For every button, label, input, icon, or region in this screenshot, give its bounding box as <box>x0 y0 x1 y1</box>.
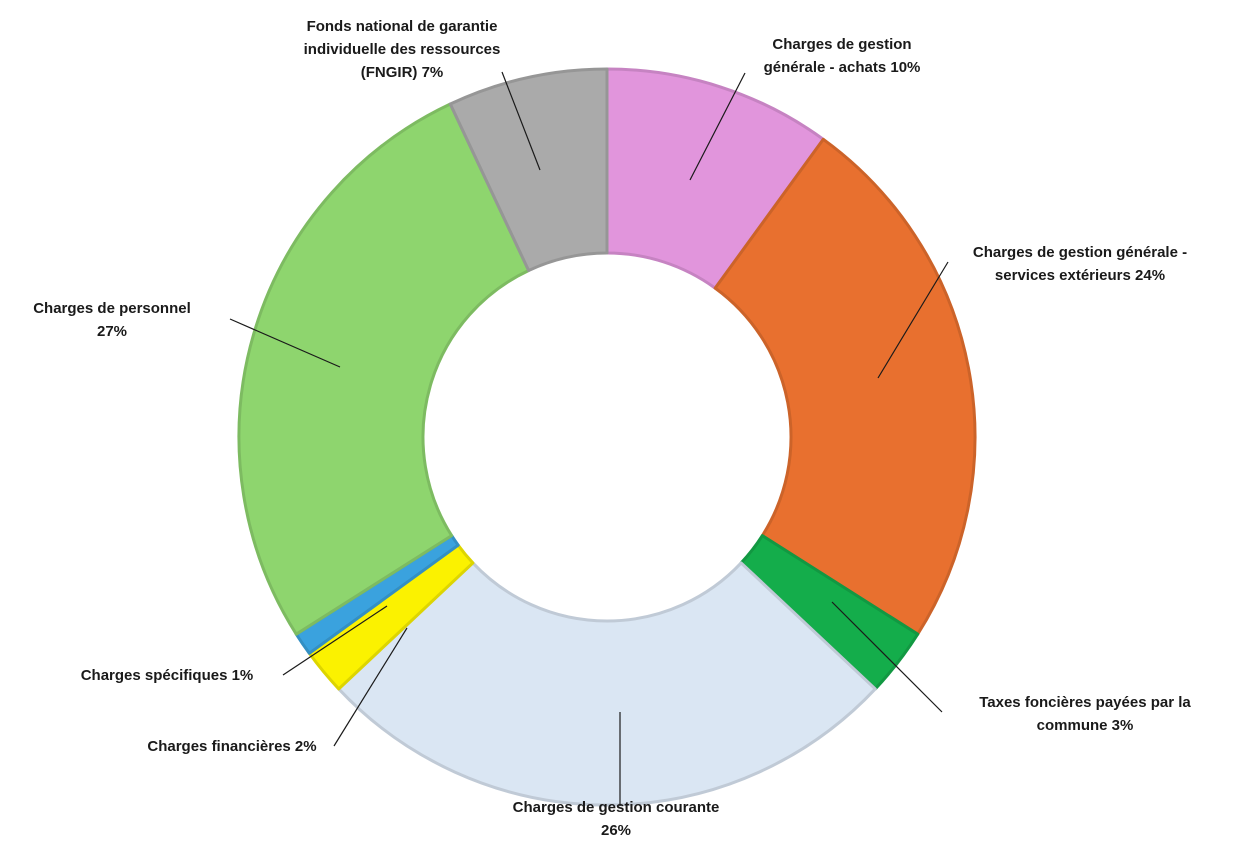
leader-line-charges-specifiques <box>282 605 388 676</box>
label-charges-de-gestion-generale-achats: Charges de gestion générale - achats 10% <box>764 36 921 76</box>
leader-line-charges-de-personnel <box>229 318 341 368</box>
donut-slices <box>237 67 977 807</box>
label-charges-specifiques: Charges spécifiques 1% <box>81 667 254 684</box>
slice-fonds-national-de-garantie-individuelle-des-ressources-fngir <box>448 67 609 273</box>
label-fonds-national-de-garantie-individuelle-des-ressources-fngir: Fonds national de garantie individuelle d… <box>304 18 501 81</box>
label-charges-financieres: Charges financières 2% <box>147 738 316 755</box>
leader-line-fonds-national-de-garantie-individuelle-des-ressources-fngir <box>501 71 541 171</box>
leader-lines <box>229 71 949 806</box>
slice-charges-de-gestion-generale-services-exterieurs <box>713 137 977 636</box>
label-charges-de-gestion-generale-services-exterieurs: Charges de gestion générale -services ex… <box>973 244 1187 284</box>
label-charges-de-personnel: Charges de personnel 27% <box>33 300 191 340</box>
label-taxes-foncieres-payees-par-la-commune: Taxes foncières payées par la commune 3% <box>979 694 1191 734</box>
leader-line-charges-financieres <box>333 627 408 747</box>
leader-line-charges-de-gestion-generale-achats <box>689 72 746 181</box>
leader-line-charges-de-gestion-generale-services-exterieurs <box>877 261 949 379</box>
slice-charges-de-gestion-courante <box>337 561 877 807</box>
label-charges-de-gestion-courante: Charges de gestion courante 26% <box>513 799 720 839</box>
slice-labels: Charges de gestion générale - achats 10% C… <box>33 18 1191 839</box>
slice-charges-de-personnel <box>237 102 531 636</box>
leader-line-taxes-foncieres-payees-par-la-commune <box>831 601 943 713</box>
